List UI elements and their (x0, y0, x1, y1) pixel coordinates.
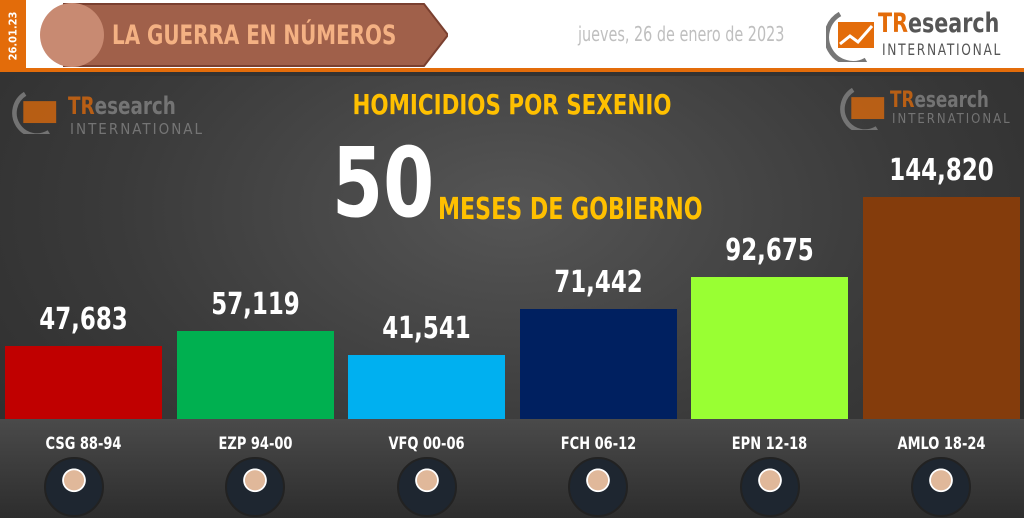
president-avatar (396, 457, 457, 517)
logo-chart-icon (12, 92, 57, 134)
category-label: EPN 12-18 (731, 434, 808, 454)
bar-1 (176, 331, 334, 419)
banner (40, 3, 448, 67)
date-strip-text: 26.01.23 (6, 11, 20, 61)
bar-2 (348, 355, 505, 419)
date-strip: 26.01.23 (0, 0, 26, 72)
data-label: 71,442 (553, 265, 643, 301)
data-label: 41,541 (382, 311, 471, 347)
header-date: jueves, 26 de enero de 2023 (578, 22, 785, 46)
banner-title: LA GUERRA EN NÚMEROS (112, 20, 397, 51)
category-band (0, 419, 1024, 518)
category-label: FCH 06-12 (560, 434, 636, 454)
category-label: VFQ 00-06 (388, 434, 465, 454)
months-value: 50 (332, 127, 435, 239)
logo-chart-icon (840, 88, 885, 130)
chart-title: HOMICIDIOS POR SEXENIO (352, 88, 672, 121)
logo-chart-icon (826, 11, 874, 62)
bar-4 (691, 276, 848, 419)
president-avatar (225, 457, 285, 517)
bar-5 (862, 197, 1020, 419)
bar-3 (519, 309, 677, 419)
category-label: EZP 94-00 (218, 434, 292, 454)
data-label: 92,675 (725, 232, 814, 268)
president-avatar (568, 457, 628, 517)
header: 26.01.23 LA GUERRA EN NÚMEROS jueves, 26… (0, 0, 1024, 72)
data-label: 57,119 (210, 287, 300, 323)
category-label: AMLO 18-24 (897, 434, 985, 454)
months-label: MESES DE GOBIERNO (438, 192, 703, 227)
data-label: 144,820 (888, 153, 994, 188)
president-avatar (739, 457, 800, 517)
category-label: CSG 88-94 (45, 434, 122, 454)
president-avatar (911, 457, 971, 517)
mexico-map-icon (40, 3, 104, 67)
president-avatar (43, 457, 104, 517)
bar-0 (5, 345, 162, 419)
data-label: 47,683 (39, 301, 128, 337)
